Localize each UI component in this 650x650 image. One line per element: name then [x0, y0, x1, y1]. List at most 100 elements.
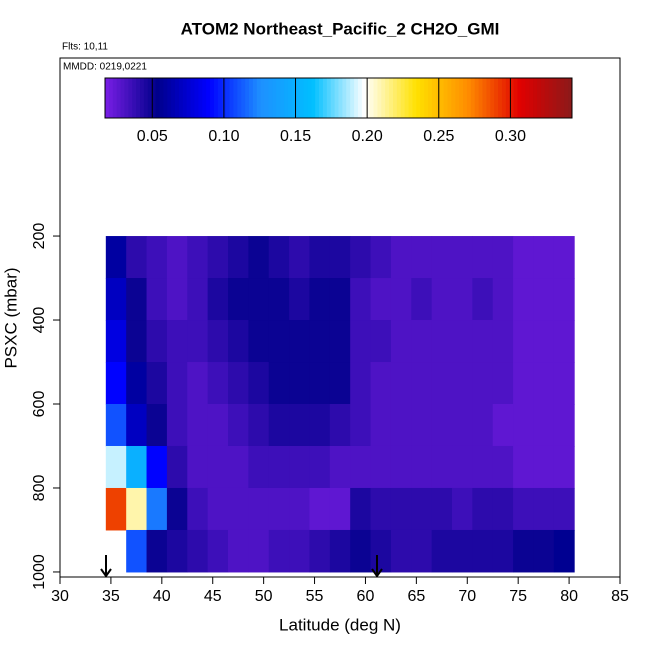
- heatmap-cell: [452, 320, 473, 363]
- heatmap-cell: [411, 236, 433, 279]
- heatmap-cell: [309, 404, 331, 447]
- colorbar-swatch: [295, 78, 301, 118]
- heatmap-cell: [289, 236, 310, 279]
- heatmap-cell: [187, 362, 209, 405]
- colorbar-swatch: [517, 78, 522, 118]
- heatmap-cell: [411, 320, 433, 363]
- heatmap-cell: [350, 236, 372, 279]
- heatmap-cell: [513, 236, 534, 279]
- colorbar-swatch: [568, 78, 573, 118]
- heatmap-cell: [289, 529, 310, 573]
- heatmap-cell: [268, 404, 290, 447]
- heatmap-cell: [228, 487, 249, 531]
- colorbar-swatch: [521, 78, 526, 118]
- heatmap-cell: [146, 236, 168, 279]
- heatmap-cell: [207, 445, 229, 489]
- heatmap-cell: [472, 445, 494, 489]
- colorbar-swatch: [431, 78, 437, 118]
- colorbar-swatch: [435, 78, 441, 118]
- colorbar-swatch: [330, 78, 336, 118]
- heatmap-cell: [146, 362, 168, 405]
- heatmap-cell: [329, 362, 351, 405]
- heatmap-cell: [329, 236, 351, 279]
- x-tick-label: 40: [153, 588, 171, 605]
- heatmap-cell: [105, 404, 127, 447]
- heatmap-cell: [411, 362, 433, 405]
- colorbar-swatch: [455, 78, 460, 118]
- heatmap-cell: [207, 404, 229, 447]
- heatmap-cell: [533, 320, 555, 363]
- heatmap-cell: [350, 487, 372, 531]
- colorbar-swatch: [334, 78, 339, 118]
- colorbar-swatch: [544, 78, 550, 118]
- colorbar-swatch: [112, 78, 118, 118]
- heatmap-cell: [431, 487, 453, 531]
- heatmap-cell: [472, 320, 494, 363]
- heatmap-cell: [350, 529, 372, 573]
- heatmap-cell: [207, 362, 229, 405]
- colorbar-swatch: [478, 78, 483, 118]
- heatmap-cell: [350, 445, 372, 489]
- heatmap-cell: [370, 320, 392, 363]
- colorbar-swatch: [171, 78, 176, 118]
- heatmap-cell: [289, 404, 310, 447]
- colorbar-swatch: [210, 78, 215, 118]
- heatmap-cell: [533, 487, 555, 531]
- x-tick-label: 80: [560, 588, 578, 605]
- heatmap-cell: [166, 278, 188, 321]
- x-tick-label: 85: [611, 588, 629, 605]
- heatmap-cell: [431, 236, 453, 279]
- heatmap-cell: [553, 278, 575, 321]
- heatmap-cell: [370, 362, 392, 405]
- colorbar-swatch: [564, 78, 569, 118]
- heatmap-cell: [553, 487, 575, 531]
- colorbar-swatch: [136, 78, 141, 118]
- heatmap-cell: [126, 529, 148, 573]
- colorbar-swatch: [424, 78, 429, 118]
- colorbar-swatch: [373, 78, 378, 118]
- arrow: [371, 555, 383, 578]
- heatmap-cell: [513, 445, 534, 489]
- heatmap-cell: [289, 445, 310, 489]
- chart-title: ATOM2 Northeast_Pacific_2 CH2O_GMI: [181, 19, 500, 38]
- colorbar-swatch: [396, 78, 402, 118]
- colorbar-swatch: [548, 78, 554, 118]
- heatmap-cell: [126, 487, 148, 531]
- colorbar-swatch: [486, 78, 491, 118]
- heatmap-cell: [309, 487, 331, 531]
- heatmap-cell: [513, 404, 534, 447]
- colorbar-swatch: [284, 78, 289, 118]
- colorbar-swatch: [132, 78, 137, 118]
- heatmap-cell: [411, 278, 433, 321]
- colorbar-swatch: [365, 78, 371, 118]
- heatmap-cell: [248, 362, 270, 405]
- colorbar-swatch: [346, 78, 351, 118]
- colorbar-swatch: [315, 78, 320, 118]
- heatmap-cell: [228, 236, 249, 279]
- y-tick-label: 600: [31, 391, 48, 418]
- heatmap-cell: [492, 529, 514, 573]
- heatmap-cell: [228, 278, 249, 321]
- heatmap-cell: [390, 236, 412, 279]
- heatmap-cell: [452, 404, 473, 447]
- colorbar-tick-label: 0.30: [495, 128, 526, 145]
- heatmap-cell: [268, 445, 290, 489]
- x-tick-label: 75: [509, 588, 527, 605]
- colorbar-swatch: [501, 78, 507, 118]
- heatmap-cell: [309, 445, 331, 489]
- colorbar-swatch: [474, 78, 480, 118]
- heatmap-cell: [248, 529, 270, 573]
- colorbar-swatch: [342, 78, 347, 118]
- colorbar-swatch: [159, 78, 164, 118]
- heatmap-cell: [513, 278, 534, 321]
- colorbar-swatch: [241, 78, 246, 118]
- colorbar-swatch: [381, 78, 386, 118]
- heatmap-cell: [452, 445, 473, 489]
- heatmap-cell: [207, 487, 229, 531]
- colorbar-swatch: [416, 78, 421, 118]
- heatmap-cell: [126, 320, 148, 363]
- colorbar-tick-label: 0.10: [208, 128, 239, 145]
- heatmap-cell: [289, 487, 310, 531]
- colorbar-swatch: [552, 78, 557, 118]
- colorbar-tick-label: 0.15: [280, 128, 311, 145]
